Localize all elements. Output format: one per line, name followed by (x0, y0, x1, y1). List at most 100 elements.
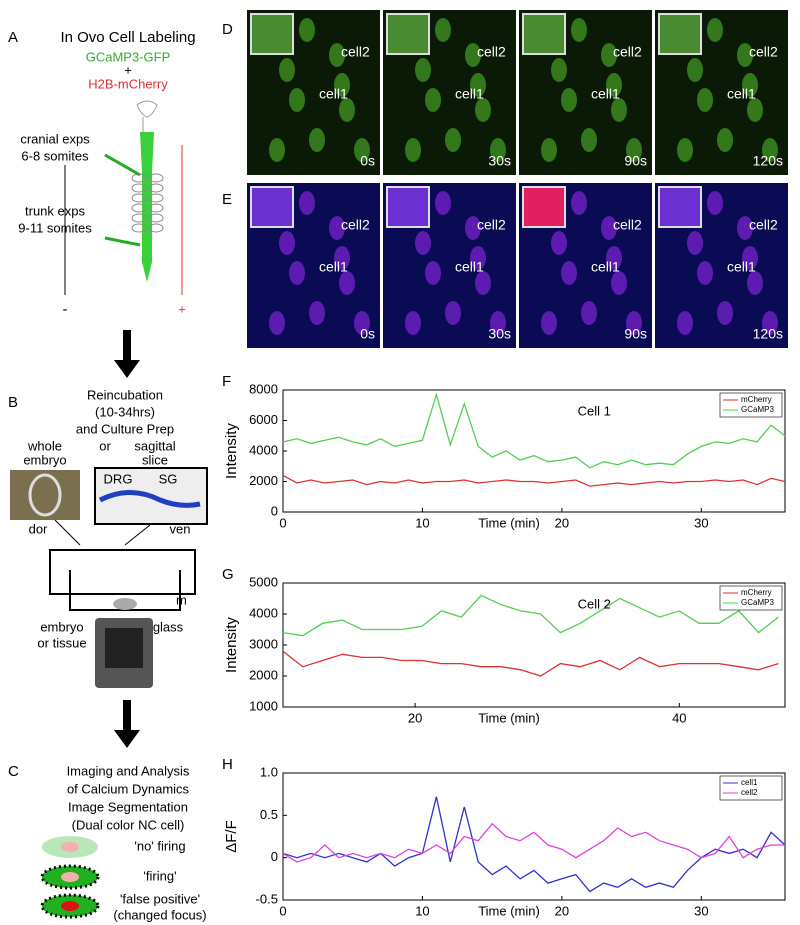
y-tick-label: -0.5 (256, 891, 278, 906)
label: trunk exps (25, 203, 85, 218)
cell-blob (747, 98, 763, 122)
cell-label: cell1 (455, 86, 484, 102)
cell-label: cell2 (613, 217, 642, 233)
time-label: 90s (624, 153, 647, 169)
needle (104, 153, 141, 177)
plot-frame (282, 772, 786, 901)
y-tick-label: 5000 (249, 574, 278, 589)
cell-blob (551, 58, 567, 82)
label: whole (27, 438, 62, 453)
panel-label: D (222, 21, 233, 38)
cell-blob (309, 301, 325, 325)
panel-label: F (222, 373, 231, 390)
panel-c: C Imaging and Analysis of Calcium Dynami… (8, 763, 207, 922)
y-tick-label: 3000 (249, 636, 278, 651)
label: DRG (104, 471, 133, 486)
somites (131, 173, 164, 233)
cell-blob (415, 58, 431, 82)
y-tick-label: 0 (271, 849, 278, 864)
cell-blob (279, 58, 295, 82)
cell-blob (541, 311, 557, 335)
reagent: GCaMP3-GFP (86, 49, 171, 64)
label: 'no' firing (134, 838, 185, 853)
cell-blob (299, 191, 315, 215)
micrograph: cell1 cell2 30s (383, 10, 516, 175)
cell-blob (334, 246, 350, 270)
cell-label: cell1 (591, 86, 620, 102)
cell-label: cell2 (341, 217, 370, 233)
cell-blob (435, 191, 451, 215)
cell-blob (626, 311, 642, 335)
nucleus (61, 842, 79, 852)
reagent: H2B-mCherry (88, 76, 168, 91)
cell-blob (742, 73, 758, 97)
cell-blob (601, 43, 617, 67)
y-tick-label: 4000 (249, 605, 278, 620)
connector (54, 519, 151, 546)
label: cranial exps (20, 131, 90, 146)
panel-label: E (222, 191, 232, 208)
cell-label: cell1 (319, 259, 348, 275)
x-tick-label: 0 (279, 515, 286, 530)
embryo-head (136, 100, 158, 132)
x-tick-label: 0 (279, 903, 286, 918)
panel-b: B Reincubation (10-34hrs) and Culture Pr… (8, 387, 208, 748)
cell-blob (742, 246, 758, 270)
cell-blob (339, 98, 355, 122)
data-line (282, 822, 785, 863)
cell-label: cell2 (613, 44, 642, 60)
legend-label: cell1 (741, 778, 758, 787)
cell-blob (269, 138, 285, 162)
cell-label: cell1 (319, 86, 348, 102)
legend-label: mCherry (741, 395, 772, 404)
cell-label: cell2 (477, 44, 506, 60)
time-label: 30s (488, 326, 511, 342)
cell-blob (707, 191, 723, 215)
panel-label: B (8, 394, 18, 411)
micrograph: cell1 cell2 120s (655, 183, 788, 348)
label: dor (29, 521, 48, 536)
legend (719, 585, 783, 611)
cell-blob (737, 216, 753, 240)
cell-blob (561, 261, 577, 285)
data-line (282, 650, 779, 677)
cell-blob (697, 261, 713, 285)
arrow (114, 700, 140, 748)
plot-frame (282, 389, 786, 513)
cell-label: cell2 (749, 217, 778, 233)
x-axis-label: Time (min) (478, 515, 540, 530)
cell-blob (707, 18, 723, 42)
cell-blob (465, 43, 481, 67)
y-tick-label: 0.5 (260, 807, 278, 822)
inset (250, 13, 294, 55)
cell-label: cell1 (727, 259, 756, 275)
cell-blob (334, 73, 350, 97)
label: embryo (40, 619, 83, 634)
cell-label: cell1 (455, 259, 484, 275)
inset (522, 13, 566, 55)
cell-blob (490, 138, 506, 162)
cell-blob (677, 311, 693, 335)
plot-frame (282, 582, 786, 708)
cell-blob (279, 231, 295, 255)
cell-blob (309, 128, 325, 152)
y-tick-label: 0 (271, 503, 278, 518)
legend (719, 392, 783, 418)
legend-label: GCaMP3 (741, 405, 774, 414)
heading: In Ovo Cell Labeling (60, 29, 195, 46)
y-tick-label: 2000 (249, 473, 278, 488)
cell-blob (470, 246, 486, 270)
annotation: Cell 1 (578, 403, 611, 418)
y-axis-label: ΔF/F (223, 820, 240, 853)
label: m (176, 592, 187, 607)
cell-blob (490, 311, 506, 335)
legend-label: cell2 (741, 788, 758, 797)
label: 6-8 somites (21, 148, 89, 163)
x-tick-label: 30 (694, 515, 708, 530)
x-tick-label: 20 (555, 903, 569, 918)
cell-blob (697, 88, 713, 112)
cell-blob (354, 311, 370, 335)
micrograph: cell1 cell2 0s (247, 183, 380, 348)
cell-blob (415, 231, 431, 255)
inset (658, 13, 702, 55)
